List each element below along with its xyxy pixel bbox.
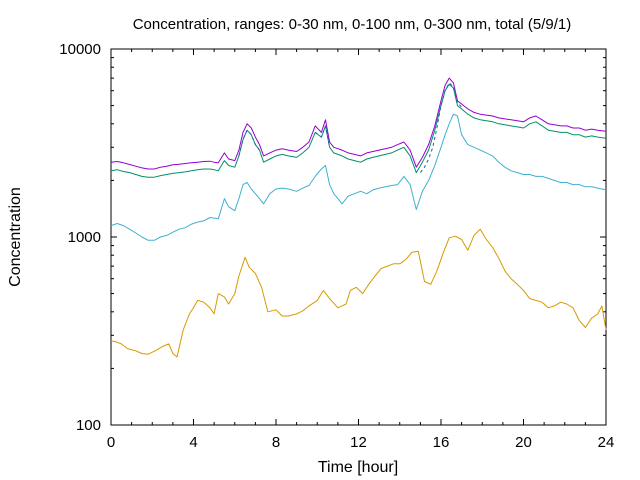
y-tick-label: 100 — [76, 417, 101, 434]
plot-frame — [110, 48, 607, 426]
x-axis-label: Time [hour] — [318, 459, 398, 476]
series-line-0 — [110, 228, 607, 358]
x-tick-label: 16 — [433, 434, 450, 451]
series-line-4 — [420, 82, 462, 173]
series-layer — [110, 77, 607, 358]
series-line-2 — [110, 83, 607, 178]
y-axis-label: Concentration — [7, 187, 24, 287]
series-line-1 — [110, 113, 607, 241]
series-line-5 — [238, 129, 260, 157]
series-line-6 — [314, 125, 331, 148]
x-tick-label: 8 — [272, 434, 280, 451]
axis-ticks: 0 4 8 12 16 20 24 100 1000 10000 — [59, 41, 614, 451]
x-tick-label: 4 — [189, 434, 197, 451]
x-tick-label: 24 — [598, 434, 615, 451]
y-tick-label: 1000 — [68, 229, 101, 246]
chart-title: Concentration, ranges: 0-30 nm, 0-100 nm… — [133, 16, 572, 33]
x-tick-label: 12 — [350, 434, 367, 451]
y-tick-label: 10000 — [59, 41, 101, 58]
x-tick-label: 0 — [107, 434, 115, 451]
x-tick-label: 20 — [515, 434, 532, 451]
series-line-3 — [110, 77, 607, 170]
